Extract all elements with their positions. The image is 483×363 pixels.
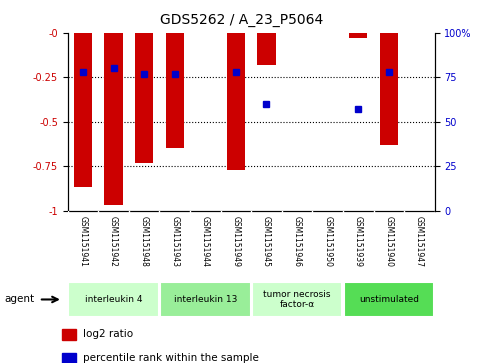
FancyBboxPatch shape [160,282,251,317]
Text: unstimulated: unstimulated [359,295,419,304]
Bar [135,33,153,163]
Text: GSM1151948: GSM1151948 [140,216,149,267]
Bar [104,33,123,205]
Bar [74,33,92,187]
Text: GSM1151941: GSM1151941 [78,216,87,267]
Text: GSM1151944: GSM1151944 [201,216,210,267]
Bar [62,352,76,363]
Text: log2 ratio: log2 ratio [84,329,133,339]
Text: GSM1151942: GSM1151942 [109,216,118,267]
Text: percentile rank within the sample: percentile rank within the sample [84,353,259,363]
Text: GSM1151945: GSM1151945 [262,216,271,267]
Bar [257,33,276,65]
Text: GSM1151947: GSM1151947 [415,216,424,267]
FancyBboxPatch shape [68,282,159,317]
Bar [349,33,368,38]
Text: interleukin 4: interleukin 4 [85,295,142,304]
Text: GSM1151943: GSM1151943 [170,216,179,267]
Text: interleukin 13: interleukin 13 [173,295,237,304]
Text: GSM1151940: GSM1151940 [384,216,393,267]
Bar [380,33,398,145]
FancyBboxPatch shape [252,282,342,317]
Bar [166,33,184,148]
Text: tumor necrosis
factor-α: tumor necrosis factor-α [263,290,331,309]
Bar [227,33,245,170]
Text: GSM1151949: GSM1151949 [231,216,241,267]
Text: GSM1151946: GSM1151946 [293,216,301,267]
Text: GDS5262 / A_23_P5064: GDS5262 / A_23_P5064 [160,13,323,27]
FancyBboxPatch shape [343,282,434,317]
Text: agent: agent [5,294,35,305]
Text: GSM1151950: GSM1151950 [323,216,332,267]
Bar [62,329,76,340]
Text: GSM1151939: GSM1151939 [354,216,363,267]
